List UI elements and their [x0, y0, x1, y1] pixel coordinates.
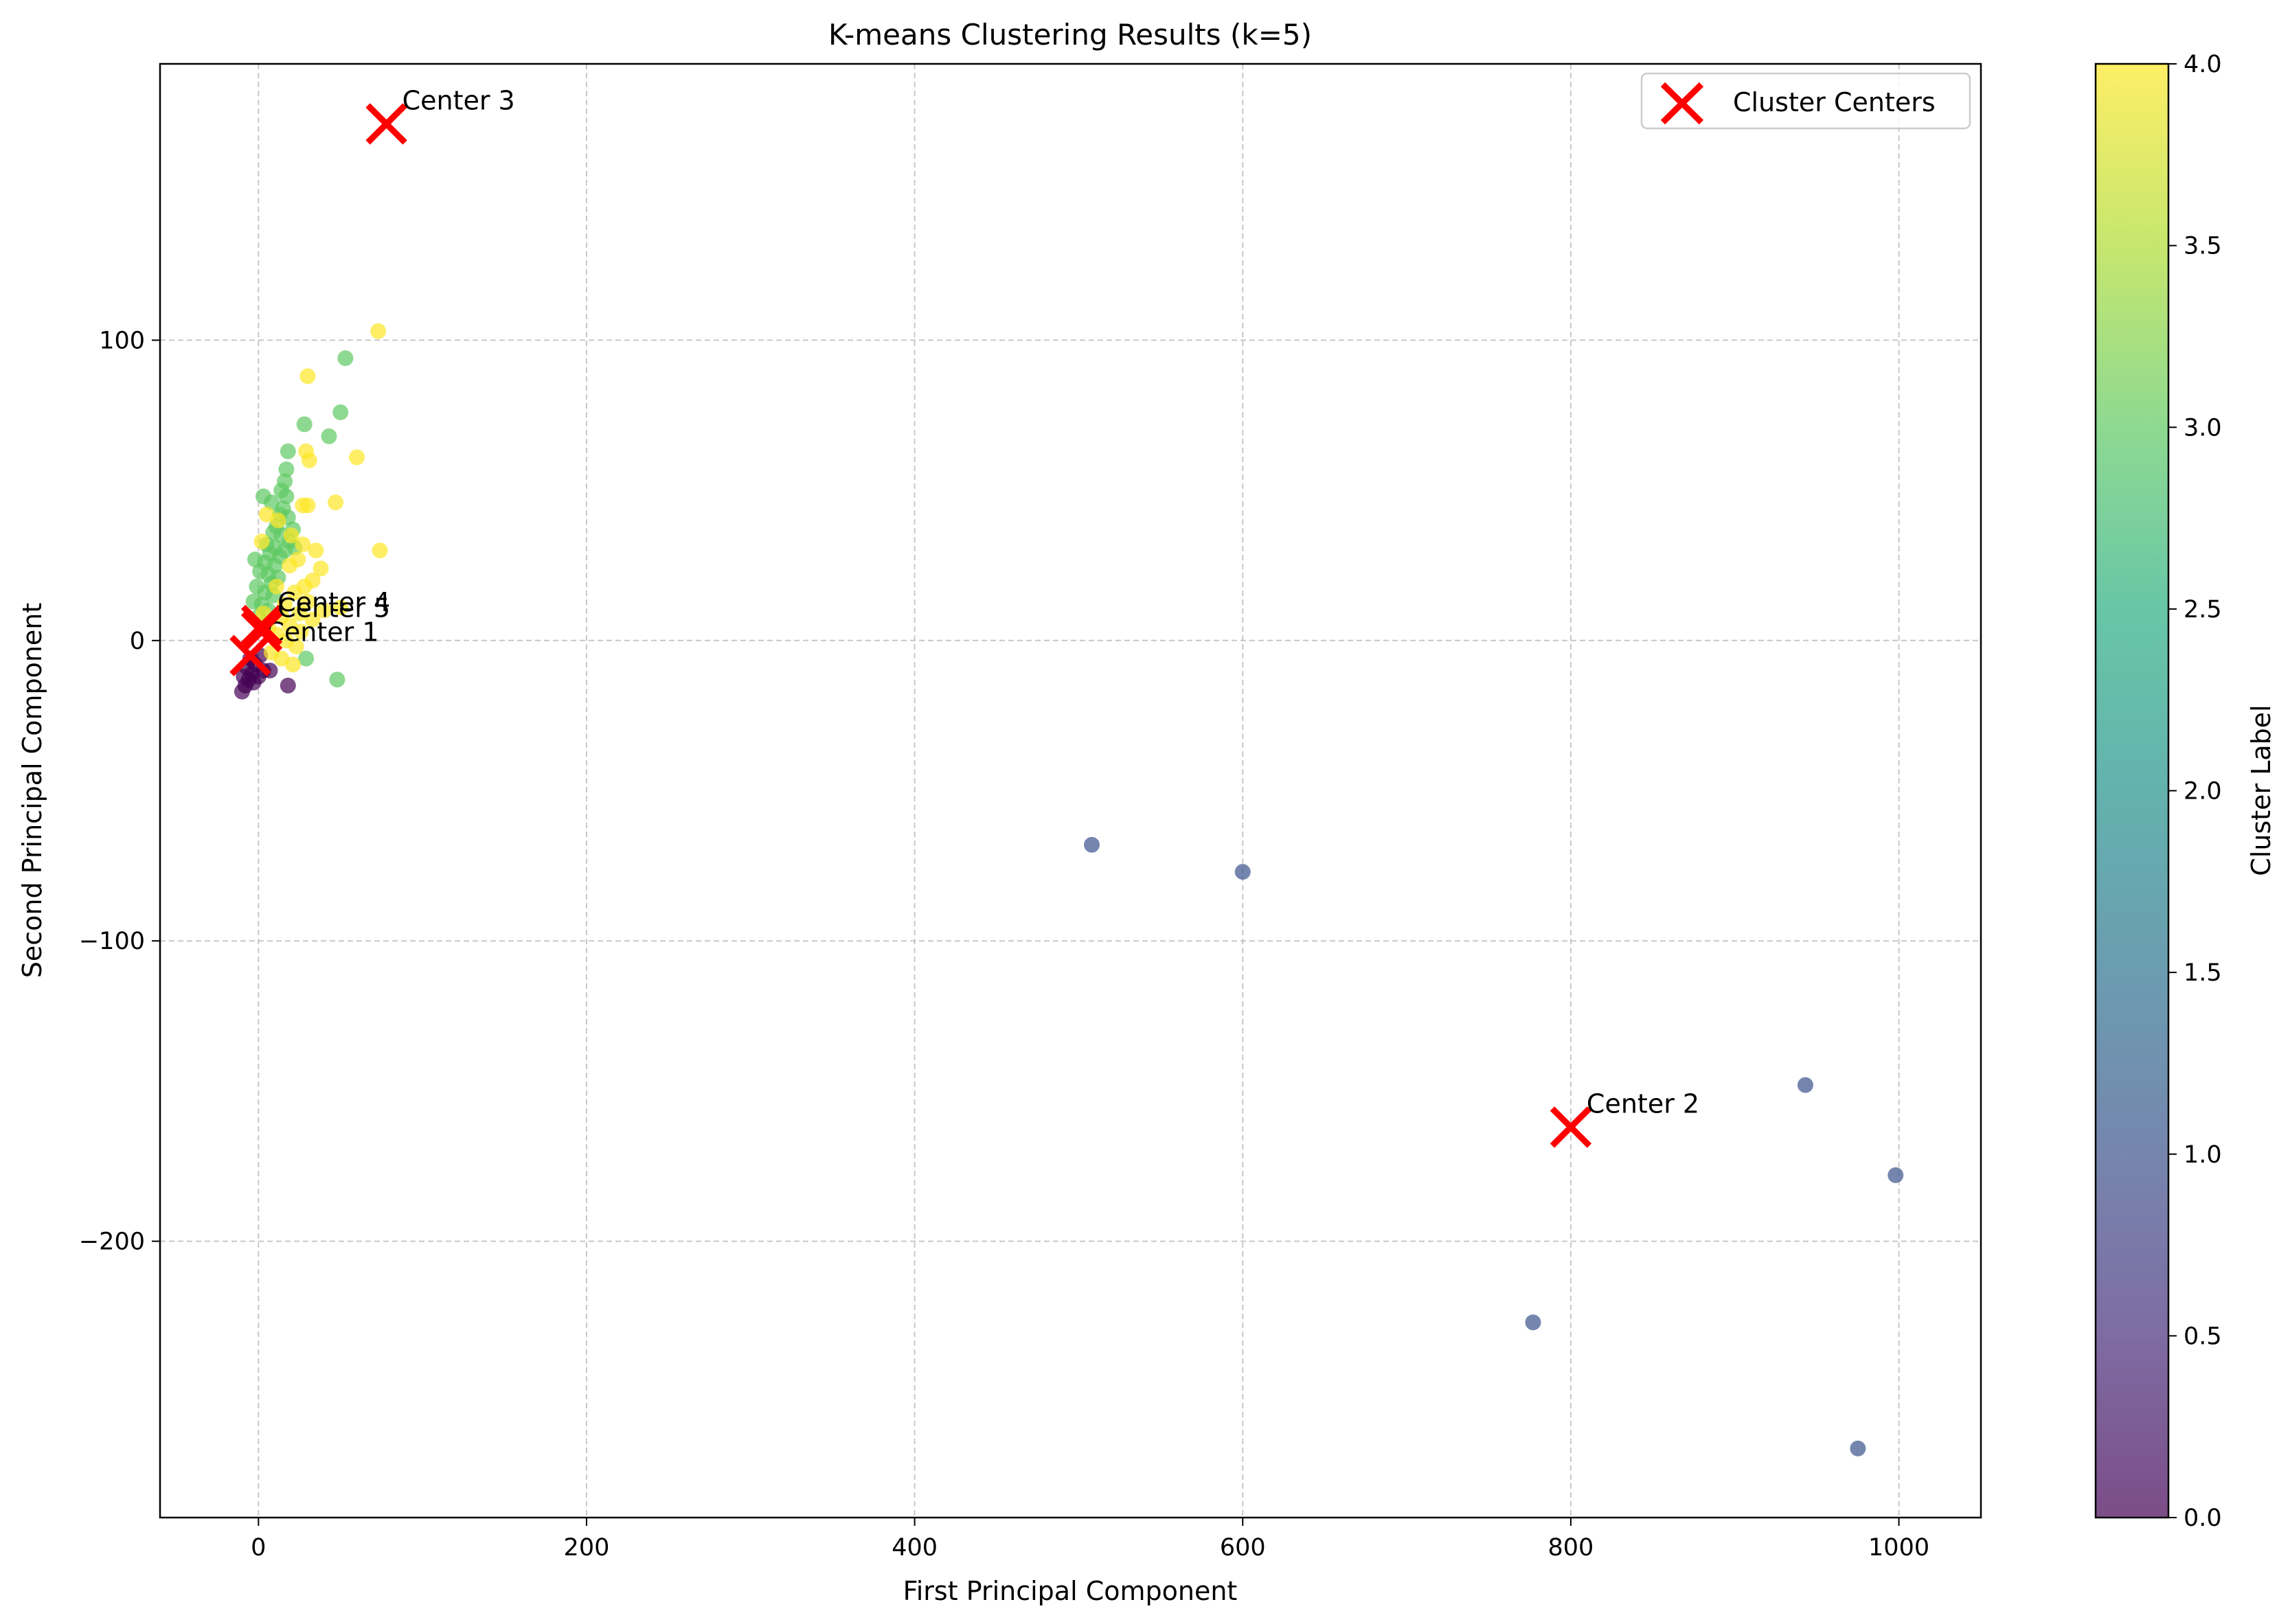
center-marker-stroke [240, 610, 283, 652]
data-point [293, 624, 309, 640]
data-point [332, 599, 349, 616]
data-point [304, 611, 321, 628]
data-point [301, 452, 317, 468]
data-point [332, 404, 349, 420]
data-point [1887, 1167, 1904, 1183]
data-point [277, 542, 293, 559]
data-point [321, 428, 337, 444]
data-point [329, 672, 345, 688]
colorbar-tick-label: 3.5 [2184, 233, 2222, 260]
center-marker-stroke [229, 634, 271, 676]
data-point [337, 350, 354, 367]
data-point [299, 368, 316, 385]
colorbar-tick-label: 1.0 [2184, 1141, 2222, 1169]
center-marker [365, 103, 407, 145]
colorbar-tick-label: 1.5 [2184, 959, 2222, 987]
data-point [313, 560, 329, 577]
center-marker-stroke [1550, 1106, 1592, 1148]
data-point [298, 650, 315, 667]
data-point [283, 527, 299, 544]
data-point [284, 656, 301, 673]
data-point [280, 677, 296, 694]
y-tick-label: −100 [79, 928, 145, 955]
data-point [236, 668, 252, 685]
data-point [278, 488, 295, 505]
data-point [288, 639, 304, 655]
data-point [253, 533, 270, 549]
data-point [1797, 1077, 1813, 1093]
colorbar-gradient [2096, 64, 2168, 1518]
data-point [269, 578, 285, 595]
legend-label: Cluster Centers [1733, 87, 1936, 117]
data-point [316, 602, 332, 619]
x-tick-label: 200 [564, 1534, 610, 1562]
center-marker [1550, 1106, 1592, 1148]
data-point [270, 512, 286, 529]
data-point [1234, 864, 1251, 880]
scatter-points [234, 323, 1904, 1456]
y-tick-label: 100 [99, 327, 145, 354]
x-tick-label: 600 [1220, 1534, 1266, 1562]
colorbar-label: Cluster Label [2246, 705, 2276, 876]
x-tick-label: 800 [1548, 1534, 1594, 1562]
legend-box [1640, 72, 1971, 130]
data-point [296, 416, 313, 433]
plot-frame [159, 62, 1982, 1519]
center-marker [240, 604, 283, 647]
data-point [299, 593, 316, 610]
x-tick-label: 1000 [1868, 1534, 1929, 1562]
center-label: Center 3 [403, 85, 515, 115]
data-point [291, 605, 308, 621]
data-point [280, 443, 296, 459]
center-label: Center 2 [1587, 1088, 1699, 1119]
data-point [278, 461, 295, 477]
y-tick-label: 0 [130, 628, 145, 655]
data-point [372, 542, 388, 559]
center-marker-stroke [240, 604, 283, 647]
center-label: Center 1 [266, 617, 378, 648]
data-point [295, 536, 311, 553]
data-point [1525, 1314, 1541, 1331]
center-label: Center 4 [277, 587, 390, 617]
x-tick-label: 0 [251, 1534, 266, 1562]
colorbar-ticks: 0.0 0.5 1.0 1.5 2.0 2.5 3.0 3.5 4.0 [2168, 51, 2222, 1532]
colorbar-tick-label: 0.5 [2184, 1323, 2222, 1350]
grid [160, 64, 1981, 1518]
data-point [370, 323, 387, 339]
x-axis-label: First Principal Component [903, 1576, 1238, 1606]
data-point [1850, 1440, 1866, 1456]
data-point [1084, 836, 1100, 853]
center-marker-stroke [365, 103, 407, 145]
y-axis: −200 −100 0 100 [79, 327, 160, 1256]
chart-title: K-means Clustering Results (k=5) [828, 18, 1312, 52]
data-point [308, 542, 324, 559]
center-marker [240, 610, 283, 652]
colorbar-tick-label: 3.0 [2184, 414, 2222, 442]
center-marker [229, 634, 271, 676]
data-point [282, 557, 298, 573]
x-axis: 0 200 400 600 800 1000 [251, 1518, 1929, 1562]
y-axis-label: Second Principal Component [17, 603, 47, 979]
colorbar-tick-label: 4.0 [2184, 51, 2222, 78]
colorbar-tick-label: 2.5 [2184, 596, 2222, 624]
center-label: Center 5 [277, 593, 390, 624]
data-point [286, 584, 303, 601]
colorbar-tick-label: 0.0 [2184, 1505, 2222, 1532]
colorbar: 0.0 0.5 1.0 1.5 2.0 2.5 3.0 3.5 4.0 Cluster Labe… [2094, 51, 2276, 1532]
data-point [299, 497, 316, 514]
x-tick-label: 400 [892, 1534, 938, 1562]
data-point [328, 494, 344, 511]
legend-x-marker [1660, 82, 1704, 125]
y-tick-label: −200 [79, 1228, 145, 1256]
colorbar-tick-label: 2.0 [2184, 778, 2222, 805]
data-point [349, 449, 365, 466]
legend: Cluster Centers [1640, 72, 1971, 130]
